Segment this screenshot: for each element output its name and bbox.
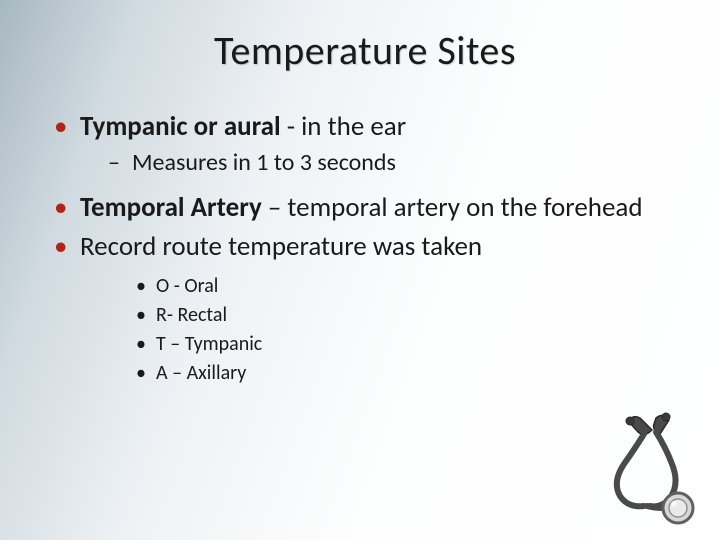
bullet-list-level1: Tympanic or aural - in the ear Measures … — [54, 111, 680, 388]
bullet-tympanic-bold: Tympanic or aural — [80, 110, 281, 143]
bullet-record-text: Record route temperature was taken — [80, 230, 482, 263]
bullet-tympanic: Tympanic or aural - in the ear Measures … — [54, 111, 680, 178]
bullet-list-level3: O - Oral R- Rectal T – Tympanic A – Axil… — [136, 272, 680, 388]
route-oral: O - Oral — [136, 272, 680, 301]
bullet-temporal-bold: Temporal Artery — [80, 191, 262, 224]
slide: Temperature Sites Tympanic or aural - in… — [0, 0, 720, 540]
slide-title: Temperature Sites — [50, 26, 680, 75]
bullet-temporal-rest: – temporal artery on the forehead — [262, 191, 643, 224]
stethoscope-icon — [594, 408, 704, 528]
bullet-tympanic-rest: - in the ear — [281, 110, 407, 143]
bullet-list-level2: Measures in 1 to 3 seconds — [108, 148, 680, 178]
route-axillary: A – Axillary — [136, 359, 680, 388]
bullet-temporal: Temporal Artery – temporal artery on the… — [54, 192, 680, 225]
bullet-record: Record route temperature was taken O - O… — [54, 231, 680, 388]
route-rectal: R- Rectal — [136, 301, 680, 330]
bullet-tympanic-sub: Measures in 1 to 3 seconds — [108, 148, 680, 178]
route-tympanic: T – Tympanic — [136, 330, 680, 359]
